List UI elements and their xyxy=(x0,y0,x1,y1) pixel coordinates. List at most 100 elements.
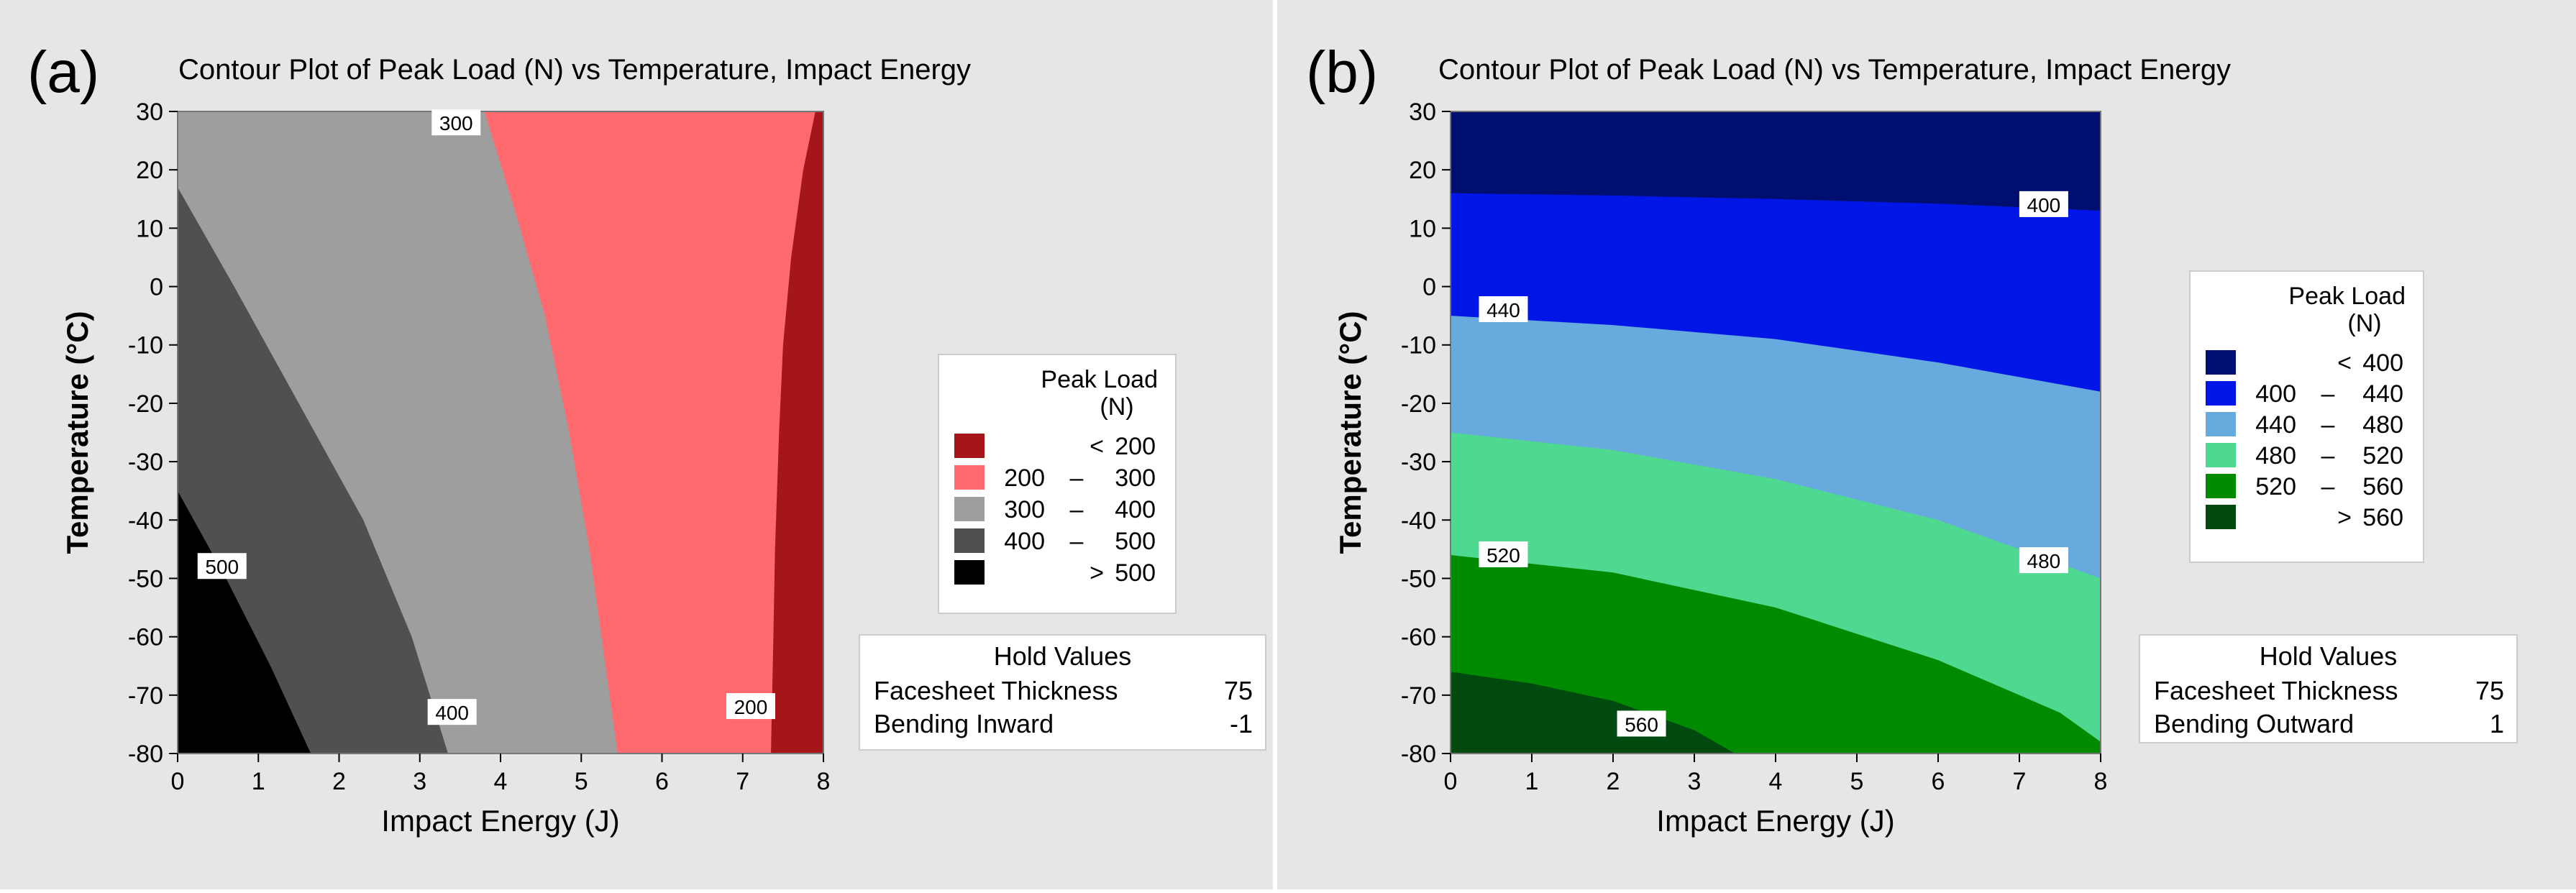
legend-high: 500 xyxy=(1115,528,1156,555)
legend-item: <400 xyxy=(2206,349,2403,377)
contour-label: 300 xyxy=(431,109,481,136)
legend-dash: – xyxy=(2321,442,2335,470)
contour-label-text: 400 xyxy=(435,702,469,724)
contour-label-box xyxy=(427,699,477,725)
y-tick-label: 30 xyxy=(136,99,163,126)
contour-label: 400 xyxy=(427,699,477,725)
x-tick-label: 1 xyxy=(1525,768,1539,795)
legend-high: 560 xyxy=(2362,473,2403,500)
contour-label-text: 300 xyxy=(439,112,473,134)
legend-swatch xyxy=(2206,474,2236,498)
hold-values-title: Hold Values xyxy=(994,641,1131,671)
y-tick-label: 10 xyxy=(1409,215,1436,242)
legend-swatch xyxy=(2206,412,2236,436)
legend-swatch xyxy=(954,497,985,521)
x-tick-label: 3 xyxy=(1688,768,1702,795)
legend-low: 520 xyxy=(2255,473,2296,500)
contour-label-text: 480 xyxy=(2027,550,2061,572)
x-tick-label: 4 xyxy=(494,768,508,795)
chart-title: Contour Plot of Peak Load (N) vs Tempera… xyxy=(178,54,971,86)
x-tick-label: 7 xyxy=(736,768,749,795)
contour-label-text: 440 xyxy=(1486,299,1520,321)
legend-dash: – xyxy=(2321,411,2335,439)
legend-item: >500 xyxy=(954,559,1156,587)
x-tick-label: 1 xyxy=(252,768,265,795)
legend-dash: – xyxy=(2321,380,2335,408)
legend-swatch xyxy=(954,434,985,458)
contour-label-box xyxy=(431,109,481,136)
contour-label: 520 xyxy=(1479,541,1528,567)
contour-label-box xyxy=(2019,547,2068,574)
x-tick-label: 7 xyxy=(2013,768,2027,795)
legend: Peak Load(N)< 400400–440440–480480–520520… xyxy=(2189,270,2424,563)
contour-label-box xyxy=(197,553,247,580)
legend-dash: – xyxy=(2321,473,2335,500)
legend-item: 400– 500 xyxy=(954,528,1156,555)
y-tick-label: -30 xyxy=(128,449,163,476)
contour-label-box xyxy=(1479,541,1528,567)
contour-label-text: 560 xyxy=(1625,713,1658,736)
contour-label-text: 520 xyxy=(1486,544,1520,567)
legend-swatch xyxy=(954,528,985,553)
hold-value-number: -1 xyxy=(1230,709,1253,738)
contour-region xyxy=(178,187,448,754)
hold-value-number: 75 xyxy=(2475,676,2504,705)
contour-label: 560 xyxy=(1617,710,1666,737)
legend-swatch xyxy=(2206,505,2236,529)
legend-low: 200 xyxy=(1004,464,1045,492)
legend-dash: – xyxy=(1070,528,1084,555)
panel-label: (a) xyxy=(27,40,99,105)
contour-label-text: 400 xyxy=(2027,194,2061,216)
x-tick-label: 2 xyxy=(332,768,346,795)
x-tick-label: 0 xyxy=(1444,768,1458,795)
contour-label-box xyxy=(1617,710,1666,737)
panel-a: (a) Contour Plot of Peak Load (N) vs Temp… xyxy=(0,0,1273,889)
legend-high: 480 xyxy=(2362,411,2403,439)
y-tick-label: -70 xyxy=(128,682,163,710)
y-tick-label: -70 xyxy=(1401,682,1436,710)
y-tick-label: 10 xyxy=(136,215,163,242)
hold-value-number: 75 xyxy=(1224,676,1253,705)
legend-title-unit: (N) xyxy=(2347,310,2381,337)
y-tick-label: -80 xyxy=(128,741,163,768)
y-tick-label: -20 xyxy=(128,390,163,418)
contour-label: 480 xyxy=(2019,547,2068,574)
contour-label: 400 xyxy=(2019,191,2068,217)
x-tick-label: 0 xyxy=(171,768,185,795)
y-tick-label: 20 xyxy=(136,157,163,184)
legend-high: 400 xyxy=(2362,349,2403,377)
legend-item: >560 xyxy=(2206,504,2403,531)
y-tick-label: -10 xyxy=(1401,332,1436,360)
x-tick-label: 6 xyxy=(655,768,669,795)
legend-high: 440 xyxy=(2362,380,2403,408)
chart-title: Contour Plot of Peak Load (N) vs Tempera… xyxy=(1438,54,2231,86)
x-tick-label: 8 xyxy=(2094,768,2108,795)
legend-low: 300 xyxy=(1004,496,1045,523)
y-tick-label: 20 xyxy=(1409,157,1436,184)
contour-label-text: 500 xyxy=(205,556,239,578)
contour-label: 440 xyxy=(1479,296,1528,323)
legend-high: 520 xyxy=(2362,442,2403,470)
legend-dash: – xyxy=(1070,464,1084,492)
y-tick-label: -60 xyxy=(128,624,163,651)
legend-swatch xyxy=(2206,443,2236,467)
y-axis-label: Temperature (°C) xyxy=(1333,311,1367,554)
y-axis-label: Temperature (°C) xyxy=(60,311,94,554)
x-tick-label: 2 xyxy=(1607,768,1620,795)
contour-label: 200 xyxy=(726,693,775,720)
hold-values-box xyxy=(859,634,1266,751)
panel-b: (b) Contour Plot of Peak Load (N) vs Temp… xyxy=(1277,0,2576,889)
legend-operator: > xyxy=(1090,559,1104,587)
legend-high: 400 xyxy=(1115,496,1156,523)
x-axis-label: Impact Energy (J) xyxy=(1656,804,1894,838)
x-tick-label: 8 xyxy=(817,768,831,795)
y-tick-label: -10 xyxy=(128,332,163,360)
x-axis-label: Impact Energy (J) xyxy=(381,804,619,838)
legend-item: 440–480 xyxy=(2206,411,2403,439)
plot-area xyxy=(1451,111,2101,754)
legend-swatch xyxy=(954,465,985,490)
x-tick-label: 3 xyxy=(413,768,426,795)
legend-low: 480 xyxy=(2255,442,2296,470)
legend-low: 440 xyxy=(2255,411,2296,439)
